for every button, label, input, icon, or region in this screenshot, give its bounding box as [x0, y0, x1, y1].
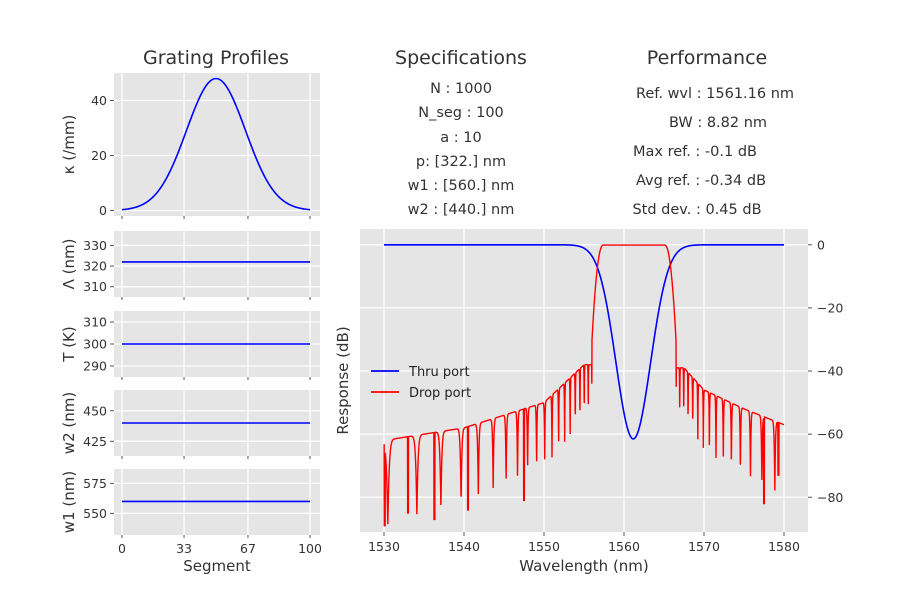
- y-tick-label: 300: [83, 337, 107, 352]
- y-tick-label: −40: [817, 364, 843, 379]
- plot-background: [114, 231, 320, 297]
- y-tick-label: 0: [99, 203, 107, 218]
- y-tick-label: −80: [817, 490, 843, 505]
- period-profile-chart: 310 320 330 Λ (nm): [60, 231, 320, 300]
- x-tick-label: 1570: [688, 539, 720, 554]
- y-tick-label: −20: [817, 300, 843, 315]
- y-tick-label: 425: [83, 434, 107, 449]
- kappa-profile-chart: 0 20 40 κ (/mm): [60, 73, 320, 219]
- y-tick-label: 450: [83, 403, 107, 418]
- x-tick-label: 67: [240, 541, 256, 556]
- specifications-list: N : 1000 N_seg : 100 a : 10 p: [322.] nm…: [408, 81, 515, 218]
- y-tick-label: 330: [83, 238, 107, 253]
- y-axis-label: κ (/mm): [60, 115, 78, 175]
- performance-line: Max ref. : -0.1 dB: [633, 144, 757, 160]
- x-tick-label: 1560: [608, 539, 640, 554]
- x-axis-label: Wavelength (nm): [519, 557, 649, 575]
- specifications-title: Specifications: [395, 47, 527, 69]
- performance-line: Std dev. : 0.45 dB: [632, 202, 761, 218]
- spectral-response-chart: 1530 1540 1550 1560 1570 1580 0 −20 −40 −60 −80 Wav…: [334, 229, 843, 575]
- y-tick-label: 575: [83, 476, 107, 491]
- spec-line: w2 : [440.] nm: [408, 202, 515, 218]
- y-axis-label: w1 (nm): [60, 471, 78, 533]
- y-tick-label: 40: [91, 93, 107, 108]
- performance-line: BW : 8.82 nm: [669, 115, 767, 131]
- x-tick-label: 100: [298, 541, 322, 556]
- performance-line: Ref. wvl : 1561.16 nm: [636, 86, 794, 102]
- spec-line: N_seg : 100: [418, 105, 504, 121]
- temperature-profile-chart: 290 300 310 T (K): [60, 311, 320, 380]
- y-tick-label: 310: [83, 279, 107, 294]
- y-tick-label: −60: [817, 427, 843, 442]
- x-tick-label: 0: [118, 541, 126, 556]
- drop-port-line: [383, 244, 785, 527]
- legend-drop-label: Drop port: [409, 386, 471, 401]
- x-tick-label: 33: [176, 541, 192, 556]
- legend-thru-label: Thru port: [408, 365, 470, 380]
- performance-list: Ref. wvl : 1561.16 nm BW : 8.82 nm Max r…: [632, 86, 794, 218]
- legend: Thru port Drop port: [371, 365, 471, 401]
- spec-line: N : 1000: [430, 81, 492, 97]
- y-axis-label: w2 (nm): [60, 392, 78, 454]
- y-tick-label: 550: [83, 506, 107, 521]
- thru-port-line: [384, 243, 784, 440]
- y-tick-label: 290: [83, 359, 107, 374]
- y-tick-label: 0: [817, 237, 825, 252]
- x-tick-label: 1550: [528, 539, 560, 554]
- spec-line: a : 10: [440, 130, 481, 146]
- x-tick-label: 1580: [768, 539, 800, 554]
- y-tick-label: 320: [83, 259, 107, 274]
- y-axis-label: T (K): [60, 326, 78, 362]
- performance-title: Performance: [647, 47, 767, 69]
- plot-background: [114, 73, 320, 216]
- grating-profiles-title: Grating Profiles: [143, 47, 289, 69]
- y-tick-label: 310: [83, 315, 107, 330]
- spec-line: w1 : [560.] nm: [408, 178, 515, 194]
- profile-line: [121, 77, 311, 211]
- w2-profile-chart: 425 450 w2 (nm): [60, 390, 320, 459]
- w1-profile-chart: 550 575 w1 (nm) 0 33 67 100 Segment: [60, 469, 322, 575]
- x-tick-label: 1540: [448, 539, 480, 554]
- y-tick-label: 20: [91, 148, 107, 163]
- performance-line: Avg ref. : -0.34 dB: [636, 173, 766, 189]
- y-axis-label: Response (dB): [334, 326, 352, 434]
- spec-line: p: [322.] nm: [416, 154, 506, 170]
- x-tick-label: 1530: [368, 539, 400, 554]
- x-axis-label: Segment: [183, 557, 251, 575]
- y-axis-label: Λ (nm): [60, 239, 78, 290]
